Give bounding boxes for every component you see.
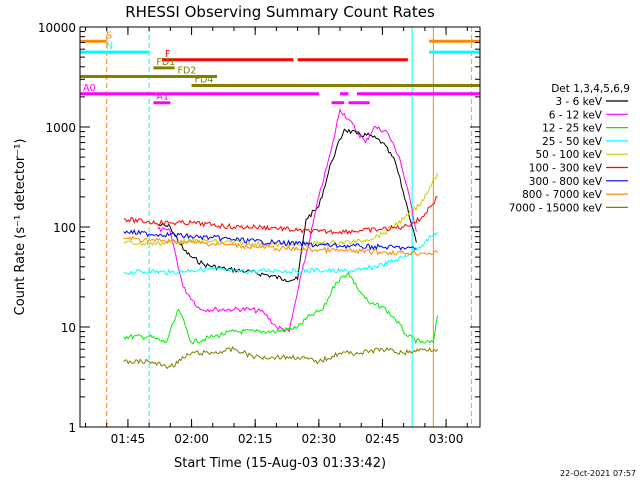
y-tick-label: 10 <box>61 321 76 335</box>
x-axis-label: Start Time (15-Aug-03 01:33:42) <box>174 456 386 471</box>
series-line <box>157 128 417 283</box>
legend-label: 100 - 300 keV <box>529 163 603 175</box>
flag-bar-label: F <box>165 49 170 60</box>
legend-label: 6 - 12 keV <box>549 109 603 121</box>
y-tick-label: 10000 <box>38 21 76 35</box>
series-line <box>123 231 439 276</box>
y-tick-label: 1 <box>68 421 76 435</box>
flag-bar-label: FD1 <box>156 57 175 68</box>
flag-bar-label: A0 <box>83 83 96 94</box>
legend-label: 800 - 7000 keV <box>522 189 603 201</box>
x-tick-label: 02:45 <box>365 432 400 446</box>
series-line <box>123 196 438 235</box>
series-line <box>123 236 439 256</box>
series-line <box>123 271 439 345</box>
series-line <box>157 107 417 334</box>
x-tick-label: 02:30 <box>302 432 337 446</box>
flag-bar-label: FD2 <box>178 65 197 76</box>
flag-bar-label: A1 <box>156 92 169 103</box>
legend-label: 3 - 6 keV <box>555 96 602 108</box>
y-axis-label: Count Rate (s⁻¹ detector⁻¹) <box>13 139 28 316</box>
x-tick-label: 01:45 <box>111 432 146 446</box>
chart-title: RHESSI Observing Summary Count Rates <box>125 3 435 21</box>
legend-title: Det 1,3,4,5,6,9 <box>551 83 630 95</box>
footer-date: 22-Oct-2021 07:57 <box>560 469 636 478</box>
flag-bar-label: S <box>106 30 112 41</box>
flag-bar-label: N <box>106 41 113 52</box>
series-line <box>123 346 438 370</box>
x-axis: 01:45 02:00 02:15 02:30 02:45 03:00 <box>85 27 468 446</box>
legend-label: 300 - 800 keV <box>529 176 603 188</box>
x-tick-label: 02:00 <box>174 432 209 446</box>
y-tick-label: 100 <box>53 221 76 235</box>
legend-label: 50 - 100 keV <box>535 149 602 161</box>
legend-label: 25 - 50 keV <box>542 136 603 148</box>
flag-bar-label: FD4 <box>195 75 214 86</box>
legend-label: 7000 - 15000 keV <box>509 202 603 214</box>
y-tick-label: 1000 <box>45 121 76 135</box>
y-axis: 1 10 100 1000 10000 <box>38 21 480 435</box>
series-line <box>123 228 417 251</box>
x-tick-label: 02:15 <box>238 432 273 446</box>
legend-label: 12 - 25 keV <box>542 123 603 135</box>
x-tick-label: 03:00 <box>429 432 464 446</box>
